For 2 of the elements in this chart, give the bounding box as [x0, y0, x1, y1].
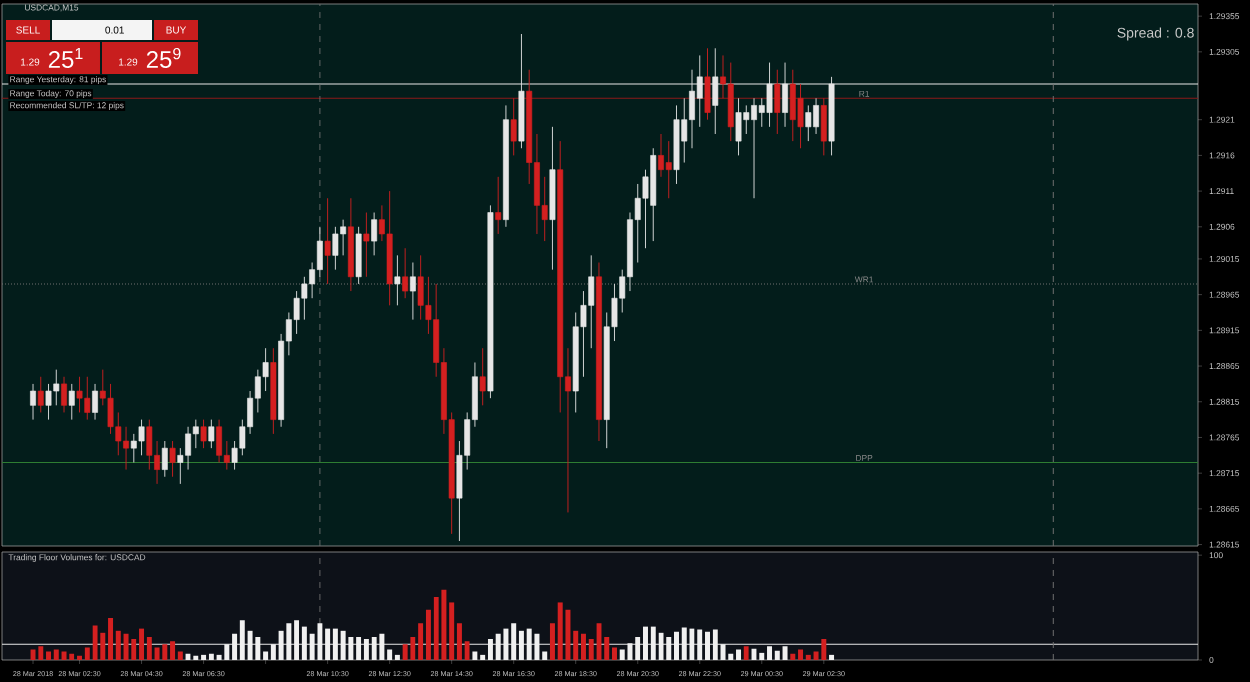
annotation: 25$^{9}$: [146, 47, 181, 69]
annotation: 25$^{1}$: [48, 48, 83, 68]
